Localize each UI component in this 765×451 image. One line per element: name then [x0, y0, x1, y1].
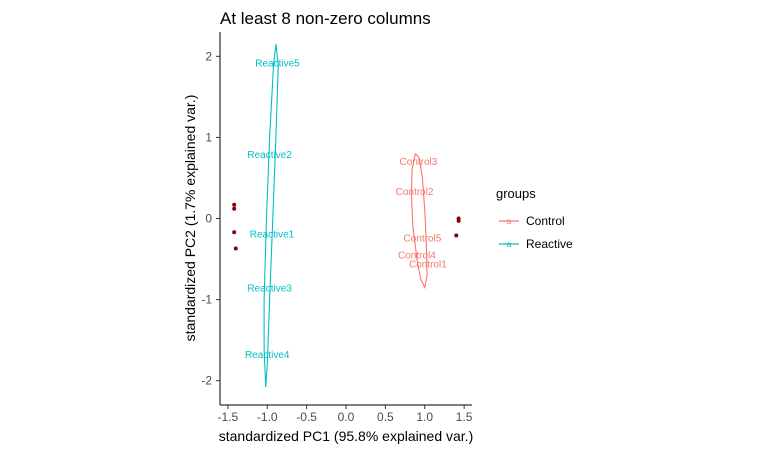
sample-label: Reactive1: [250, 229, 295, 240]
y-axis-title: standardized PC2 (1.7% explained var.): [182, 95, 198, 342]
x-tick-label: 1.5: [456, 410, 473, 424]
x-tick-label: 1.0: [416, 410, 433, 424]
legend-title: groups: [496, 186, 536, 201]
legend-item-label: Reactive: [526, 237, 573, 251]
sample-label: Reactive2: [247, 150, 292, 161]
sample-marker: [456, 218, 461, 223]
sample-label: Reactive5: [255, 58, 300, 69]
legend-key-glyph: a: [507, 240, 512, 249]
control-ellipse: [410, 153, 428, 290]
reactive-ellipse: [263, 44, 279, 388]
legend-item-label: Control: [526, 214, 565, 228]
legend-items: a Control a Reactive: [499, 214, 573, 251]
sample-label: Control4: [398, 250, 436, 261]
group-ellipses: [263, 44, 428, 388]
plot-panel: -1.5 -1.0 -0.5 0.0 0.5 1.0 1.5 -2 -1 0 1 2 Control…: [201, 32, 473, 424]
sample-marker: [232, 206, 237, 211]
sample-label: Control3: [400, 157, 438, 168]
y-tick-label: 2: [205, 49, 212, 63]
chart-title: At least 8 non-zero columns: [220, 9, 431, 28]
sample-marker: [454, 233, 459, 238]
x-axis-ticks: -1.5 -1.0 -0.5 0.0 0.5 1.0 1.5: [218, 405, 473, 424]
y-tick-label: 0: [205, 212, 212, 226]
x-tick-label: -1.0: [257, 410, 278, 424]
sample-marker: [232, 202, 237, 207]
x-axis-title: standardized PC1 (95.8% explained var.): [219, 428, 473, 444]
sample-label: Control2: [396, 187, 434, 198]
sample-labels: Control3 Control2 Control5 Control4Control1…: [245, 58, 447, 361]
sample-label: Reactive3: [247, 284, 292, 295]
sample-marker: [232, 230, 237, 235]
sample-markers: [232, 202, 461, 251]
y-tick-label: 1: [205, 130, 212, 144]
legend: groups a Control a Reactive: [496, 186, 573, 251]
sample-marker: [233, 246, 238, 251]
x-tick-label: 0.5: [377, 410, 394, 424]
y-tick-label: -1: [201, 293, 212, 307]
sample-label: Reactive4: [245, 350, 290, 361]
y-tick-label: -2: [201, 374, 212, 388]
x-tick-label: -0.5: [296, 410, 317, 424]
y-axis-ticks: -2 -1 0 1 2: [201, 49, 220, 388]
x-tick-label: -1.5: [218, 410, 239, 424]
legend-key-glyph: a: [507, 217, 512, 226]
x-tick-label: 0.0: [338, 410, 355, 424]
sample-label: Control1: [409, 259, 447, 270]
sample-label: Control5: [403, 233, 441, 244]
